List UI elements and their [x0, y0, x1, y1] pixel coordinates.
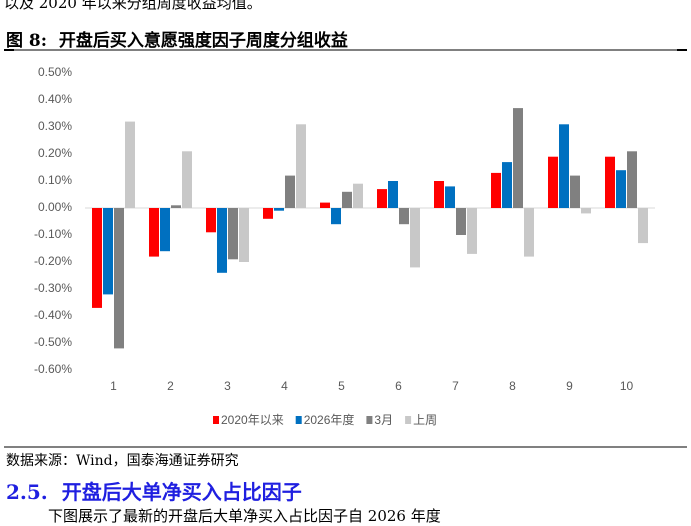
- bar: [377, 189, 387, 208]
- bar: [228, 208, 238, 260]
- bar: [149, 208, 159, 257]
- bar: [274, 208, 284, 211]
- source: 数据来源：Wind，国泰海通证券研究: [6, 453, 239, 469]
- bar: [239, 208, 249, 262]
- bar: [388, 181, 398, 208]
- x-tick-label: 10: [620, 379, 634, 393]
- body-text: 下图展示了最新的开盘后大单净买入占比因子自 2026 年度: [48, 507, 441, 525]
- x-tick-label: 3: [224, 379, 231, 393]
- bar: [217, 208, 227, 273]
- legend-label: 2020年以来: [221, 413, 284, 427]
- bar: [399, 208, 409, 225]
- bar: [160, 208, 170, 252]
- legend-label: 3月: [374, 413, 393, 427]
- legend-label: 2026年度: [304, 412, 355, 427]
- x-tick-label: 6: [395, 379, 402, 393]
- bar: [103, 208, 113, 295]
- figure-caption: 图 8: 开盘后买入意愿强度因子周度分组收益: [6, 26, 348, 51]
- x-tick-label: 7: [452, 379, 459, 393]
- x-tick-label: 9: [566, 379, 573, 393]
- y-tick-label: 0.10%: [38, 173, 72, 187]
- y-tick-label: -0.30%: [34, 281, 72, 295]
- bar: [502, 162, 512, 208]
- bar: [570, 175, 580, 208]
- bar: [320, 202, 330, 208]
- y-tick-label: -0.50%: [34, 335, 72, 349]
- x-tick-label: 8: [509, 379, 516, 393]
- y-tick-label: -0.20%: [34, 254, 72, 268]
- bar: [285, 175, 295, 208]
- bar: [638, 208, 648, 244]
- bar: [171, 205, 181, 208]
- y-tick-label: -0.60%: [34, 362, 72, 376]
- bar: [125, 121, 135, 208]
- bar: [206, 208, 216, 233]
- bar: [524, 208, 534, 257]
- bar: [513, 108, 523, 208]
- bar: [182, 151, 192, 208]
- bar: [559, 124, 569, 208]
- bar: [456, 208, 466, 235]
- bar: [445, 186, 455, 208]
- legend-swatch: [213, 416, 219, 424]
- legend-swatch: [295, 416, 302, 424]
- section-heading: 2.5. 开盘后大单净买入占比因子: [6, 476, 302, 505]
- bar: [331, 208, 341, 225]
- bar: [92, 208, 102, 308]
- bar: [616, 170, 626, 208]
- y-tick-label: 0.50%: [38, 65, 72, 79]
- legend-swatch: [366, 416, 373, 424]
- y-tick-label: -0.40%: [34, 308, 72, 322]
- bar: [114, 208, 124, 349]
- bar: [548, 156, 558, 208]
- bar: [353, 183, 363, 208]
- bar: [581, 208, 591, 214]
- x-tick-label: 2: [167, 379, 174, 393]
- x-tick-label: 4: [281, 379, 288, 393]
- intro-text: 以及 2020 年以来分组周度收益均值。: [4, 0, 262, 12]
- y-tick-label: -0.10%: [34, 227, 72, 241]
- section-title: 开盘后大单净买入占比因子: [61, 480, 302, 504]
- figure-title: 开盘后买入意愿强度因子周度分组收益: [58, 31, 348, 51]
- bar: [410, 208, 420, 268]
- bar: [296, 124, 306, 208]
- x-tick-label: 1: [110, 379, 117, 393]
- figure-number: 图 8:: [6, 31, 48, 51]
- legend-label: 上周: [413, 413, 437, 427]
- bar: [627, 151, 637, 208]
- bar: [434, 181, 444, 208]
- bar: [342, 191, 352, 208]
- section-number: 2.5.: [6, 480, 48, 504]
- y-tick-label: 0.00%: [38, 200, 72, 214]
- bar: [605, 156, 615, 208]
- bar: [491, 172, 501, 208]
- legend-swatch: [405, 416, 412, 424]
- y-tick-label: 0.40%: [38, 92, 72, 106]
- bar: [467, 208, 477, 254]
- y-tick-label: 0.30%: [38, 119, 72, 133]
- bar: [263, 208, 273, 219]
- x-tick-label: 5: [338, 379, 345, 393]
- y-tick-label: 0.20%: [38, 146, 72, 160]
